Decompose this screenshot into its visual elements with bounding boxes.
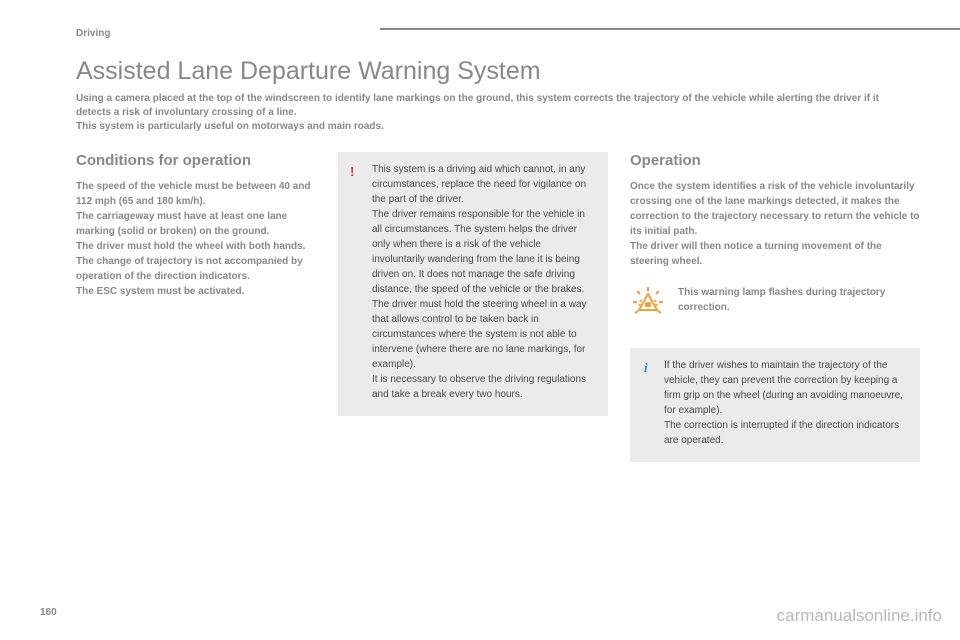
exclamation-icon: ! [350, 162, 354, 182]
lane-departure-warning-icon [630, 285, 666, 326]
conditions-heading: Conditions for operation [76, 152, 316, 169]
top-divider [380, 28, 960, 30]
info-icon: i [644, 358, 648, 378]
operation-body: Once the system identifies a risk of the… [630, 179, 920, 269]
intro-line-1: Using a camera placed at the top of the … [76, 93, 879, 118]
intro-text: Using a camera placed at the top of the … [76, 92, 896, 134]
warning-box: ! This system is a driving aid which can… [338, 152, 608, 416]
warning-lamp-row: This warning lamp flashes during traject… [630, 285, 920, 326]
conditions-body: The speed of the vehicle must be between… [76, 179, 316, 299]
warning-lamp-text: This warning lamp flashes during traject… [678, 285, 920, 315]
col-warning: ! This system is a driving aid which can… [338, 152, 608, 462]
intro-line-2: This system is particularly useful on mo… [76, 121, 384, 132]
col-operation: Operation Once the system identifies a r… [630, 152, 920, 462]
info-box: i If the driver wishes to maintain the t… [630, 348, 920, 462]
page-title: Assisted Lane Departure Warning System [76, 57, 920, 86]
watermark: carmanualsonline.info [777, 606, 942, 626]
operation-heading: Operation [630, 152, 920, 169]
info-body: If the driver wishes to maintain the tra… [664, 358, 906, 448]
page: Driving Assisted Lane Departure Warning … [0, 0, 960, 462]
columns: Conditions for operation The speed of th… [76, 152, 920, 462]
col-conditions: Conditions for operation The speed of th… [76, 152, 316, 462]
page-number: 160 [40, 607, 57, 618]
warning-body: This system is a driving aid which canno… [372, 162, 594, 402]
